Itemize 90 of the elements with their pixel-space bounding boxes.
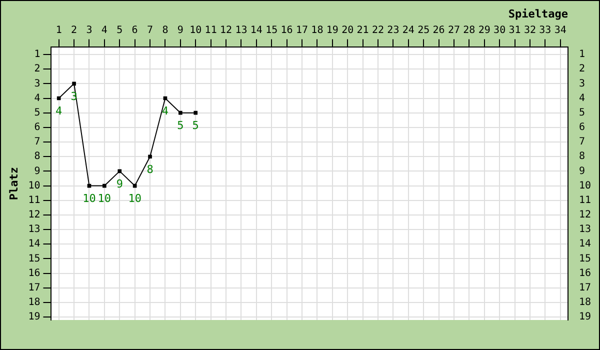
- x-tick-label: 8: [162, 24, 168, 36]
- x-tick-label: 2: [71, 24, 78, 36]
- x-tick-label: 31: [508, 24, 521, 36]
- x-tick-label: 24: [402, 24, 414, 36]
- x-tick-label: 17: [296, 24, 308, 36]
- x-tick-label: 32: [524, 24, 536, 36]
- y2-tick-label: 18: [578, 297, 592, 308]
- y-tick-label: 8: [34, 151, 40, 162]
- x-tick-label: 25: [418, 24, 430, 36]
- y2-tick-label: 15: [578, 253, 592, 264]
- x-tick-label: 4: [101, 24, 108, 36]
- y-tick-label: 10: [28, 180, 40, 192]
- x-tick-label: 13: [235, 24, 248, 36]
- y2-tick-label: 7: [578, 136, 585, 148]
- x-tick-label: 6: [132, 24, 138, 36]
- point: [194, 110, 198, 115]
- x-tick-label: 11: [204, 24, 217, 36]
- y-tick-label: 11: [28, 194, 40, 206]
- y2-tick-label: 1: [578, 49, 585, 60]
- y2-tick-label: 14: [578, 238, 592, 250]
- y2-tick-label: 16: [578, 268, 592, 279]
- x-tick-label: 33: [539, 24, 552, 36]
- data-label: 9: [116, 178, 123, 191]
- y2-tick-label: 12: [578, 210, 592, 221]
- y2-tick-label: 6: [578, 122, 585, 134]
- y2-tick-label: 4: [578, 92, 585, 104]
- y-tick-label: 19: [28, 312, 40, 323]
- x-tick-label: 28: [463, 24, 476, 36]
- x-tick-label: 29: [478, 24, 490, 36]
- x-tick-label: 21: [356, 24, 369, 36]
- y2-tick-label: 19: [578, 312, 592, 323]
- y-tick-label: 9: [34, 166, 40, 177]
- x-tick-label: 10: [190, 24, 202, 36]
- x-axis-title: Spieltage: [508, 7, 568, 20]
- x-tick-label: 15: [266, 24, 278, 36]
- data-label: 8: [146, 162, 154, 176]
- y-tick-label: 5: [34, 107, 40, 118]
- data-label: 4: [56, 104, 63, 118]
- point: [178, 110, 182, 115]
- x-tick-label: 14: [250, 24, 262, 36]
- point: [72, 82, 76, 86]
- y-tick-label: 13: [28, 224, 40, 236]
- y2-tick-label: 2: [578, 64, 585, 75]
- x-tick-label: 22: [372, 24, 384, 36]
- data-label: 10: [128, 192, 142, 206]
- x-tick-label: 27: [448, 24, 460, 36]
- x-tick-label: 30: [494, 24, 506, 36]
- y-tick-label: 7: [34, 136, 40, 148]
- y-tick-label: 2: [34, 64, 40, 75]
- data-label: 5: [177, 119, 184, 132]
- x-tick-label: 34: [554, 24, 566, 36]
- data-label: 5: [192, 119, 199, 132]
- y2-tick-label: 10: [578, 180, 592, 192]
- y2-tick-label: 3: [578, 78, 585, 90]
- y-tick-label: 18: [28, 297, 40, 308]
- y-tick-label: 3: [34, 78, 40, 90]
- y-tick-label: 6: [34, 122, 40, 134]
- x-tick-label: 23: [387, 24, 400, 36]
- y-tick-label: 4: [34, 92, 40, 104]
- x-tick-label: 26: [432, 24, 445, 36]
- y2-tick-label: 5: [578, 107, 585, 118]
- x-tick-label: 19: [326, 24, 338, 36]
- point: [148, 154, 152, 159]
- x-tick-label: 3: [86, 24, 92, 36]
- x-tick-label: 9: [177, 24, 184, 36]
- y-tick-label: 16: [28, 268, 40, 279]
- y-tick-label: 14: [28, 238, 40, 250]
- y-axis-title: Platz: [7, 167, 20, 200]
- point: [102, 184, 106, 188]
- y-tick-label: 17: [28, 282, 40, 294]
- y2-tick-label: 11: [578, 194, 592, 206]
- point: [118, 169, 122, 174]
- x-tick-label: 20: [342, 24, 354, 36]
- y2-tick-label: 13: [578, 224, 592, 236]
- x-tick-label: 5: [116, 24, 123, 36]
- y-tick-label: 1: [34, 49, 40, 60]
- x-tick-label: 7: [147, 24, 154, 36]
- data-label: 10: [98, 192, 112, 206]
- y2-tick-label: 17: [578, 282, 592, 294]
- y2-tick-label: 8: [578, 151, 585, 162]
- x-tick-label: 18: [311, 24, 324, 36]
- y-tick-label: 15: [28, 253, 40, 264]
- y-tick-label: 12: [28, 210, 40, 221]
- data-label: 4: [162, 104, 169, 118]
- x-tick-label: 16: [280, 24, 293, 36]
- x-tick-label: 12: [220, 24, 232, 36]
- point: [56, 96, 61, 100]
- x-tick-label: 1: [56, 24, 62, 36]
- y2-tick-label: 9: [578, 166, 585, 177]
- data-label: 10: [82, 192, 96, 206]
